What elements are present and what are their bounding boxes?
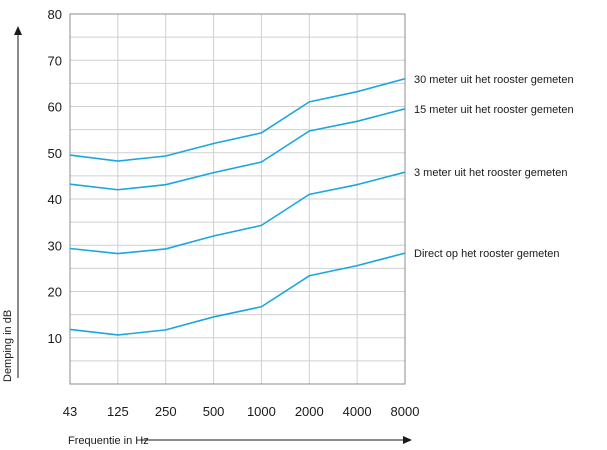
series-label: 15 meter uit het rooster gemeten (414, 104, 574, 116)
series-labels: 30 meter uit het rooster gemeten 15 meter… (414, 74, 574, 260)
y-tick-label: 40 (48, 192, 62, 207)
y-tick-label: 30 (48, 238, 62, 253)
x-axis-title: Frequentie in Hz (68, 435, 149, 447)
series-label: 30 meter uit het rooster gemeten (414, 74, 574, 86)
series-label: Direct op het rooster gemeten (414, 248, 560, 260)
series-lines (69, 77, 406, 336)
x-tick-label: 4000 (343, 404, 372, 419)
y-tick-label: 80 (48, 7, 62, 22)
series-line (69, 252, 406, 336)
x-axis-arrow (140, 436, 412, 444)
y-axis-arrow (14, 26, 22, 378)
x-tick-label: 125 (107, 404, 129, 419)
plot-frame (69, 13, 406, 385)
x-tick-label: 43 (63, 404, 77, 419)
tick-labels: 10 20 30 40 50 60 70 80 43 125 250 500 1000 2000 4000 8… (48, 7, 420, 419)
y-tick-label: 50 (48, 146, 62, 161)
y-tick-label: 60 (48, 100, 62, 115)
series-label: 3 meter uit het rooster gemeten (414, 167, 567, 179)
x-tick-label: 2000 (295, 404, 324, 419)
grid-lines (70, 14, 405, 384)
x-tick-label: 1000 (247, 404, 276, 419)
x-tick-label: 500 (203, 404, 225, 419)
series-line (69, 171, 406, 255)
series-line (69, 108, 406, 191)
x-tick-label: 8000 (391, 404, 420, 419)
y-tick-label: 20 (48, 285, 62, 300)
y-axis-title: Demping in dB (2, 310, 14, 382)
series-line (69, 77, 406, 162)
x-tick-label: 250 (155, 404, 177, 419)
y-tick-label: 10 (48, 331, 62, 346)
y-tick-label: 70 (48, 53, 62, 68)
